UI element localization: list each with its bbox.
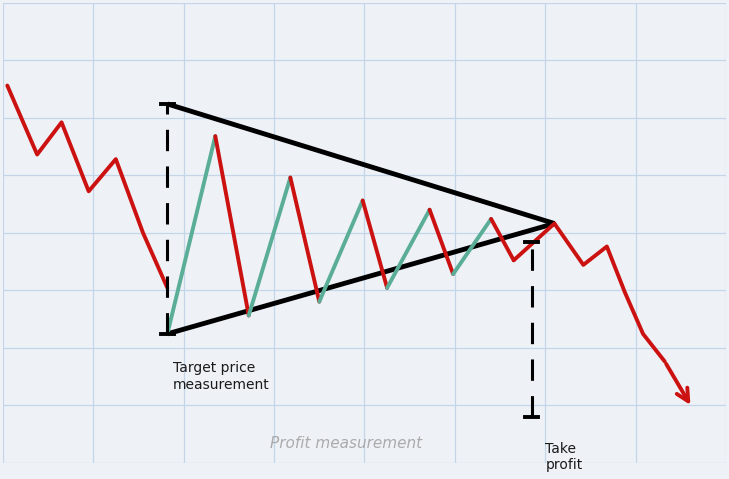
Text: Profit measurement: Profit measurement: [270, 436, 423, 451]
Text: Take
profit: Take profit: [545, 442, 582, 472]
Text: Target price
measurement: Target price measurement: [173, 362, 270, 392]
